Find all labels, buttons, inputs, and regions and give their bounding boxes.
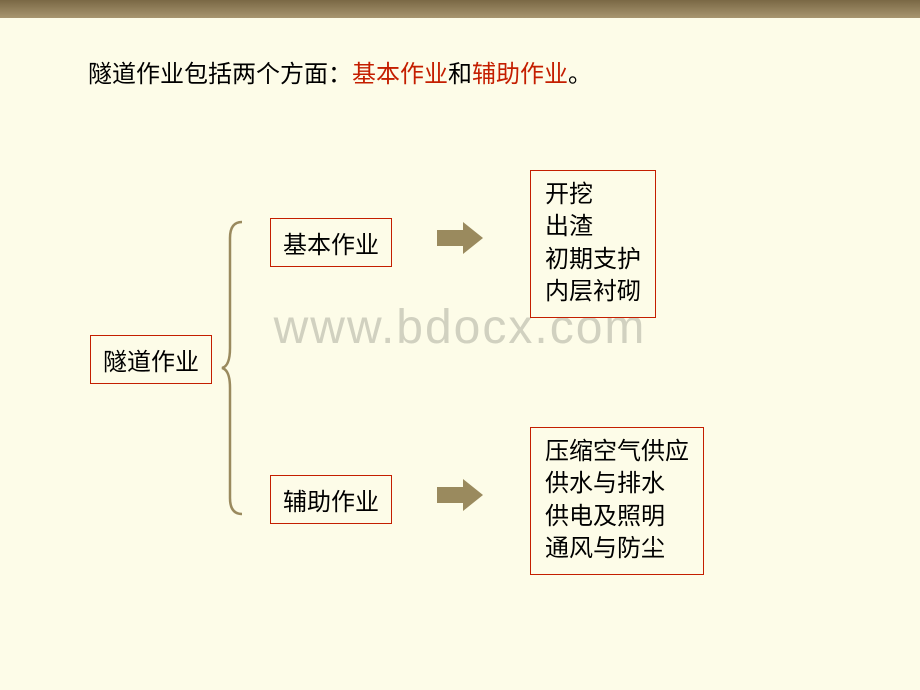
- branch2-item: 压缩空气供应: [545, 436, 689, 468]
- brace-icon: [220, 218, 250, 518]
- root-box: 隧道作业: [90, 335, 212, 384]
- title-red2: 辅助作业: [472, 62, 568, 88]
- title-sentence: 隧道作业包括两个方面：基本作业和辅助作业。: [88, 54, 592, 89]
- branch2-item: 供水与排水: [545, 468, 689, 500]
- branch1-item: 内层衬砌: [545, 276, 641, 308]
- branch2-item: 供电及照明: [545, 501, 689, 533]
- title-suffix: 。: [568, 62, 592, 88]
- branch1-list: 开挖 出渣 初期支护 内层衬砌: [530, 170, 656, 318]
- branch1-item: 出渣: [545, 211, 641, 243]
- root-box-label: 隧道作业: [103, 350, 199, 376]
- branch2-label: 辅助作业: [283, 490, 379, 516]
- branch1-item: 开挖: [545, 179, 641, 211]
- branch1-item: 初期支护: [545, 244, 641, 276]
- arrow-icon: [435, 220, 491, 256]
- title-joiner: 和: [448, 62, 472, 88]
- branch1-label: 基本作业: [283, 233, 379, 259]
- branch2-item: 通风与防尘: [545, 533, 689, 565]
- branch2-list: 压缩空气供应 供水与排水 供电及照明 通风与防尘: [530, 427, 704, 575]
- branch1-box: 基本作业: [270, 218, 392, 267]
- title-red1: 基本作业: [352, 62, 448, 88]
- branch2-box: 辅助作业: [270, 475, 392, 524]
- top-bar: [0, 0, 920, 18]
- title-prefix: 隧道作业包括两个方面：: [88, 62, 352, 88]
- arrow-icon: [435, 477, 491, 513]
